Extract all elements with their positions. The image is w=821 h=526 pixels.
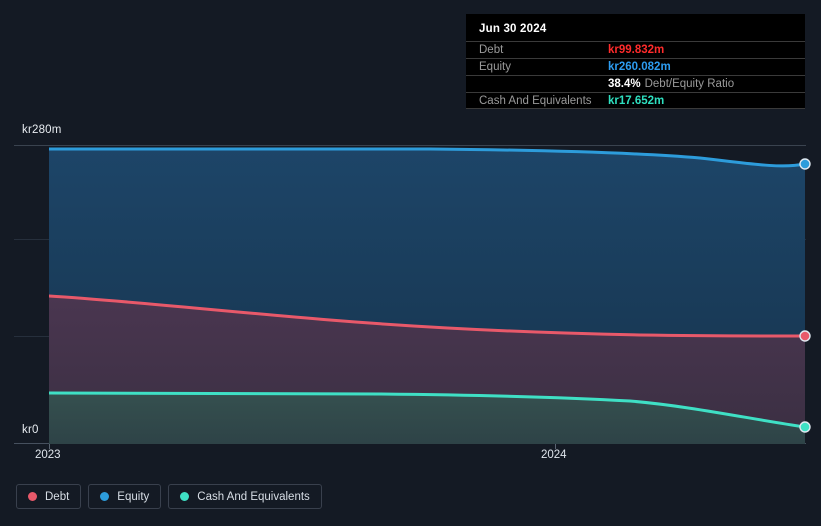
tooltip-label-ratio: Debt/Equity Ratio [644,78,735,90]
legend-dot-cash-and-equivalents [180,492,190,501]
legend-dot-debt [28,492,37,501]
tooltip-value-equity: kr260.082m [608,61,671,73]
debt-endpoint-marker [799,330,811,342]
chart-legend: Debt Equity Cash And Equivalents [16,484,322,509]
legend-item-cash-and-equivalents[interactable]: Cash And Equivalents [168,484,322,509]
equity-line [49,146,805,168]
endpoint-markers [799,158,811,433]
tooltip-row-debt-equity-ratio: 38.4% Debt/Equity Ratio [466,75,805,92]
debt-line [49,294,805,338]
legend-label-cash-and-equivalents: Cash And Equivalents [197,490,310,503]
cash-endpoint-marker [799,421,811,433]
tooltip-value-debt: kr99.832m [608,44,665,56]
tooltip-label-equity: Equity [479,61,511,73]
cash-area [49,393,805,444]
y-axis-max-label: kr280m [22,124,62,136]
tooltip-date-title: Jun 30 2024 [479,23,547,35]
x-axis-tick-2024: 2024 [541,449,567,461]
x-axis-ticks [49,444,556,449]
legend-item-debt[interactable]: Debt [16,484,82,509]
tooltip-row-cash: Cash And Equivalents kr17.652m [466,92,805,109]
legend-label-debt: Debt [45,490,70,503]
x-axis-tick-2023: 2023 [35,449,61,461]
legend-dot-equity [100,492,110,501]
tooltip-label-cash: Cash And Equivalents [479,94,592,107]
cash-line [49,391,805,429]
equity-endpoint-marker [799,158,811,170]
tooltip-value-ratio: 38.4% [608,78,641,90]
chart-tooltip: Jun 30 2024 Debt kr99.832m Equity kr260.… [466,14,805,109]
legend-label-equity: Equity [117,490,150,503]
tooltip-row-debt: Debt kr99.832m [466,41,805,58]
legend-item-equity[interactable]: Equity [88,484,162,509]
tooltip-value-cash: kr17.652m [608,94,665,107]
y-axis-min-label: kr0 [22,424,39,436]
tooltip-row-equity: Equity kr260.082m [466,58,805,75]
tooltip-label-debt: Debt [479,44,504,56]
